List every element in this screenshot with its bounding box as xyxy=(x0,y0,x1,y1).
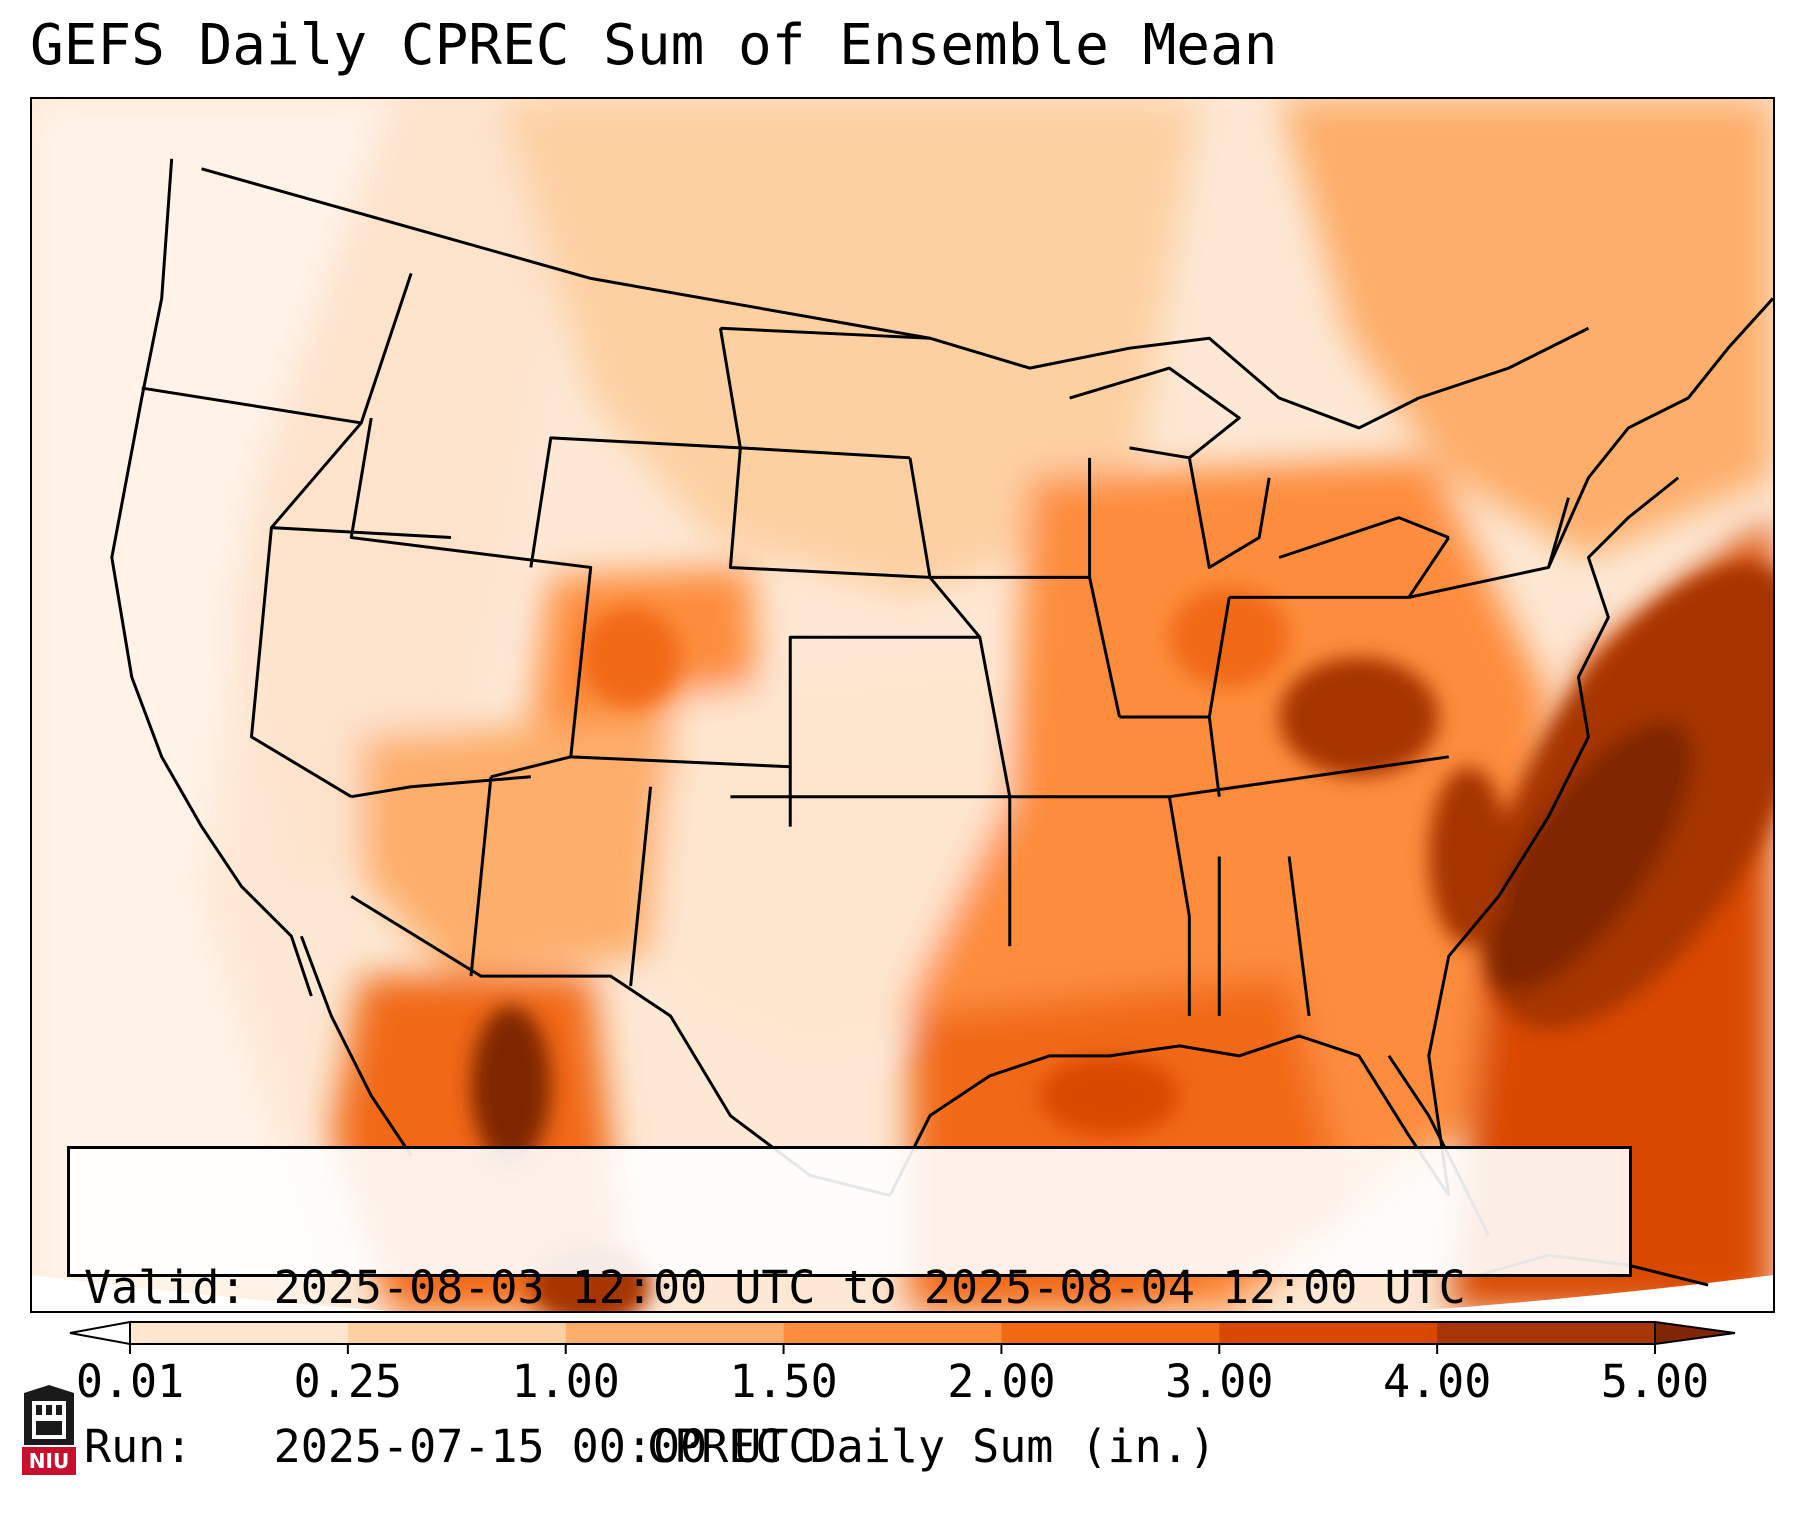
precip-field-canada-east xyxy=(1279,99,1773,558)
colorbar-under-arrow xyxy=(69,1320,131,1346)
us-canada-border xyxy=(201,167,1590,430)
precip-map xyxy=(32,99,1773,1311)
precip-core-colorado xyxy=(580,607,681,707)
valid-label: Valid: xyxy=(84,1261,247,1314)
colorbar-tick-label: 5.00 xyxy=(1600,1355,1710,1408)
logo-text: NIU xyxy=(29,1449,69,1473)
colorbar xyxy=(69,1320,1736,1354)
colorbar-segment xyxy=(130,1322,349,1344)
colorbar-segment xyxy=(783,1322,1002,1344)
great-lakes xyxy=(1069,366,1450,569)
niu-logo-icon: NIU xyxy=(22,1385,76,1475)
projection-edge xyxy=(32,1275,1773,1311)
colorbar-tick-label: 1.50 xyxy=(729,1355,838,1408)
valid-line: Valid: 2025-08-03 12:00 UTC to 2025-08-0… xyxy=(84,1261,1615,1314)
precip-field-north xyxy=(500,99,1200,598)
colorbar-over-arrow xyxy=(1654,1320,1736,1346)
baja-peninsula xyxy=(299,935,413,1157)
coastline-atlantic xyxy=(1427,476,1680,1196)
run-value: 2025-07-15 00:00 UTC xyxy=(273,1420,816,1473)
run-label: Run: xyxy=(84,1420,193,1473)
precip-core-appalachian xyxy=(1279,657,1439,777)
precip-core-mexico xyxy=(470,1006,551,1166)
map-title: GEFS Daily CPREC Sum of Ensemble Mean xyxy=(30,13,1278,78)
colorbar-outline xyxy=(129,1321,1656,1345)
colorbar-tick-label: 0.25 xyxy=(293,1355,403,1408)
precip-field-west-light xyxy=(231,99,591,897)
precip-core-indiana xyxy=(1169,587,1290,688)
coastline-gulf xyxy=(888,1034,1450,1197)
colorbar-segment xyxy=(1219,1322,1438,1344)
precip-core-atlantic-2 xyxy=(1484,721,1693,992)
state-lines xyxy=(141,272,1570,1017)
colorbar-tick-label: 0.01 xyxy=(75,1355,185,1408)
precip-core-gulf xyxy=(1039,1055,1180,1136)
run-line: Run: 2025-07-15 00:00 UTC xyxy=(84,1420,1615,1473)
precip-field-west-dry xyxy=(32,99,392,1311)
colorbar-tick-label: 4.00 xyxy=(1382,1355,1492,1408)
precip-core-carolina xyxy=(1428,766,1509,947)
colorbar-tick-label: 2.00 xyxy=(947,1355,1056,1408)
new-england xyxy=(1547,297,1773,569)
valid-value: 2025-08-03 12:00 UTC to 2025-08-04 12:00… xyxy=(273,1261,1466,1314)
precip-field-sw xyxy=(361,716,671,977)
colorbar-segment xyxy=(1437,1322,1656,1344)
colorbar-tick-label: 3.00 xyxy=(1165,1355,1274,1408)
valid-info-box: Valid: 2025-08-03 12:00 UTC to 2025-08-0… xyxy=(67,1146,1632,1473)
colorbar-label: CPREC Daily Sum (in.) xyxy=(647,1420,1216,1473)
colorbar-segment xyxy=(565,1322,785,1344)
colorbar-tick-label: 1.00 xyxy=(511,1355,620,1408)
colorbar-segment xyxy=(1001,1322,1220,1344)
coastline-west xyxy=(110,158,313,997)
map-panel xyxy=(30,97,1775,1313)
colorbar-segment xyxy=(347,1322,567,1344)
